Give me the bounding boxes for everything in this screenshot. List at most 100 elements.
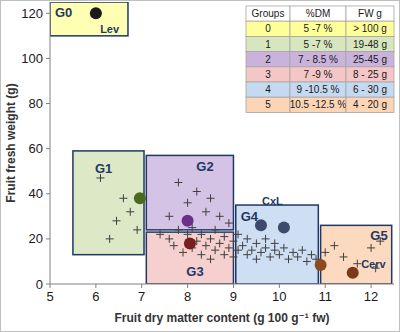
y-tick (46, 103, 50, 104)
cross-point (119, 194, 127, 202)
x-tick (50, 284, 51, 288)
y-tick-label: 60 (29, 141, 43, 156)
y-tick-label: 100 (21, 51, 43, 66)
cross-point (126, 208, 134, 216)
cross-point (257, 248, 265, 256)
cross-point (113, 217, 121, 225)
table-cell (346, 82, 394, 97)
table-text: 3 (265, 69, 271, 80)
table-cell (290, 82, 346, 97)
cross-point (298, 246, 306, 254)
plot-area (50, 2, 392, 284)
cross-point (133, 226, 141, 234)
cross-point (197, 251, 205, 259)
cross-point (165, 212, 173, 220)
table-cell (346, 52, 394, 67)
table-text: 7 - 8.5 % (298, 54, 338, 65)
cross-point (275, 251, 283, 259)
group-box (146, 155, 233, 229)
table-text: Groups (252, 8, 285, 19)
y-tick-label: 80 (29, 96, 43, 111)
x-tick-label: 10 (272, 289, 286, 304)
x-tick (141, 284, 142, 288)
table-text: > 100 g (353, 23, 387, 34)
table-text: 9 -10.5 % (297, 84, 340, 95)
cross-point (252, 239, 260, 247)
y-tick (46, 238, 50, 239)
frame (1, 1, 400, 332)
cross-point (216, 239, 224, 247)
table-cell (246, 6, 290, 21)
table-text: 6 - 30 g (353, 84, 387, 95)
group-label: G4 (241, 209, 259, 224)
table-text: 5 (265, 99, 271, 110)
cross-point (156, 230, 164, 238)
y-axis-title: Fruit fresh weight (g) (4, 83, 18, 202)
cross-point (174, 178, 182, 186)
x-axis-title: Fruit dry matter content (g 100 g⁻¹ fw) (114, 311, 329, 325)
y-tick (46, 284, 50, 285)
x-tick (187, 284, 188, 288)
x-tick (233, 284, 234, 288)
cross-point (294, 253, 302, 261)
cross-point (234, 246, 242, 254)
group-label: G0 (55, 5, 72, 20)
cross-point (211, 246, 219, 254)
cross-point (229, 253, 237, 261)
group-label: G1 (95, 161, 112, 176)
cross-point (165, 235, 173, 243)
y-tick-label: 20 (29, 231, 43, 246)
cross-point (207, 194, 215, 202)
cross-point (248, 246, 256, 254)
cross-point (271, 239, 279, 247)
cross-point (179, 248, 187, 256)
cross-point (340, 253, 348, 261)
cross-point (202, 208, 210, 216)
y-axis (50, 2, 51, 284)
table-cell (346, 6, 394, 21)
x-tick (371, 284, 372, 288)
table-cell (290, 21, 346, 36)
highlight-point (134, 192, 146, 204)
table-text: 2 (265, 54, 271, 65)
cross-point (367, 244, 375, 252)
cross-point (184, 199, 192, 207)
cross-point (243, 251, 251, 259)
table-text: 10.5 -12.5 % (290, 99, 347, 110)
group-label: G5 (370, 228, 387, 243)
y-tick (46, 148, 50, 149)
highlight-point (315, 259, 327, 271)
table-cell (290, 36, 346, 51)
cross-point (211, 226, 219, 234)
group-box (50, 2, 128, 36)
group-table: Groups%DMFW g05 -7 %> 100 g15 -7 %19-48 … (246, 6, 394, 112)
cross-point (234, 230, 242, 238)
cross-point (207, 255, 215, 263)
cross-point (229, 237, 237, 245)
table-cell (346, 97, 394, 112)
cross-point (303, 257, 311, 265)
table-text: FW g (358, 8, 382, 19)
table-cell (246, 52, 290, 67)
cross-point (106, 235, 114, 243)
table-cell (290, 97, 346, 112)
cross-point (193, 188, 201, 196)
table-cell (290, 6, 346, 21)
x-axis (50, 284, 394, 285)
cross-point (252, 255, 260, 263)
table-text: 1 (265, 39, 271, 50)
table-text: 25-45 g (353, 54, 387, 65)
group-box (73, 151, 144, 255)
x-tick (325, 284, 326, 288)
x-tick-label: 9 (230, 289, 237, 304)
table-cell (290, 67, 346, 82)
cross-point (262, 235, 270, 243)
table-cell (246, 21, 290, 36)
cross-point (220, 233, 228, 241)
group-box (321, 225, 392, 284)
table-text: 5 -7 % (304, 39, 333, 50)
table-text: 19-48 g (353, 39, 387, 50)
cross-point (289, 248, 297, 256)
cross-point (285, 255, 293, 263)
x-tick-label: 6 (92, 289, 99, 304)
